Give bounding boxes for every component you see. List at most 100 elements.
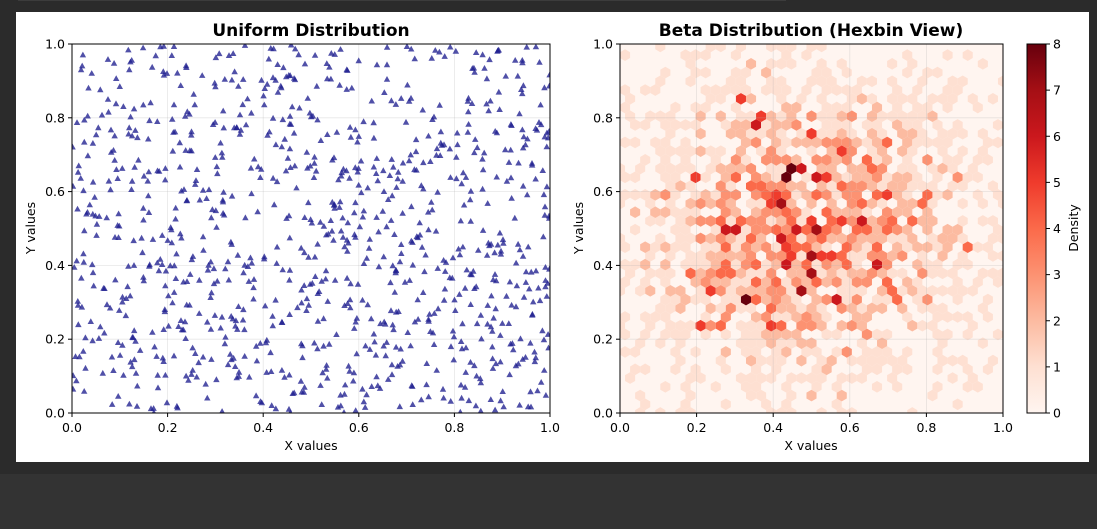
right-x-tick-label: 0.4 <box>763 420 783 435</box>
hexbin-cell <box>952 258 963 271</box>
scatter-point <box>222 333 229 340</box>
hexbin-cell <box>811 66 822 79</box>
hexbin-cell <box>902 171 913 184</box>
scatter-point <box>398 95 405 101</box>
hexbin-cell <box>821 276 832 288</box>
hexbin-cell <box>952 276 963 288</box>
scatter-point <box>288 409 293 413</box>
hexbin-cell <box>821 223 832 236</box>
scatter-point <box>279 116 287 123</box>
scatter-point <box>116 222 123 229</box>
scatter-point <box>262 339 270 346</box>
hexbin-cell <box>962 241 973 253</box>
hexbin-cell <box>887 110 898 123</box>
scatter-point <box>519 57 526 63</box>
scatter-point <box>465 121 472 127</box>
scatter-point <box>199 353 207 360</box>
hexbin-cell <box>745 58 757 70</box>
hexbin-cell <box>821 363 832 376</box>
hexbin-cell <box>841 241 852 253</box>
hexbin-cell <box>685 180 696 192</box>
scatter-point <box>252 392 260 399</box>
scatter-point <box>440 296 448 303</box>
hexbin-cell <box>831 398 842 411</box>
scatter-point <box>189 253 197 259</box>
hexbin-cell <box>932 188 943 201</box>
scatter-point <box>162 176 169 183</box>
hexbin-cell <box>1003 137 1013 149</box>
hexbin-cell <box>640 363 651 376</box>
left-x-tick-label: 1.0 <box>540 420 560 435</box>
scatter-point <box>343 66 350 73</box>
scatter-point <box>181 318 189 325</box>
scatter-point <box>337 402 344 409</box>
scatter-point <box>485 239 492 246</box>
hexbin-cell <box>871 381 883 393</box>
hexbin-cell <box>907 110 918 123</box>
scatter-point <box>472 402 480 409</box>
scatter-point <box>343 86 350 92</box>
hexbin-cell <box>791 241 802 253</box>
scatter-point <box>457 217 464 224</box>
hexbin-cell <box>877 162 888 175</box>
scatter-point <box>380 167 387 174</box>
hexbin-cell <box>942 101 953 114</box>
scatter-point <box>152 52 159 59</box>
scatter-point <box>112 276 119 283</box>
bottom-output-panel <box>0 474 1097 529</box>
scatter-point <box>541 203 549 210</box>
hexbin-cell <box>786 389 797 402</box>
scatter-point <box>139 44 147 51</box>
scatter-point <box>217 324 224 331</box>
scatter-point <box>454 129 461 136</box>
hexbin-cell <box>902 136 913 149</box>
scatter-point <box>526 285 533 292</box>
scatter-point <box>92 131 100 138</box>
scatter-point <box>97 323 104 330</box>
hexbin-cell <box>877 302 888 315</box>
hexbin-cell <box>871 346 883 358</box>
scatter-point <box>499 388 506 394</box>
hexbin-cell <box>756 127 767 140</box>
right-x-tick-label: 0.8 <box>916 420 936 435</box>
hexbin-cell <box>730 49 741 61</box>
left-y-tick-label: 0.2 <box>45 332 65 347</box>
hexbin-cell <box>836 319 847 332</box>
hexbin-cell <box>922 206 933 219</box>
scatter-point <box>86 201 93 208</box>
hexbin-cell <box>877 354 888 367</box>
scatter-point <box>165 322 172 329</box>
scatter-point <box>72 183 77 189</box>
hexbin-cell <box>816 319 827 332</box>
hexbin-cell <box>937 354 948 367</box>
scatter-point <box>247 164 255 171</box>
hexbin-cell <box>846 92 857 105</box>
left-y-tick-label: 0.0 <box>45 406 65 421</box>
scatter-point <box>130 262 138 268</box>
hexbin-cell <box>902 119 913 131</box>
right-y-tick-label: 0.6 <box>593 184 613 199</box>
scatter-point <box>227 238 235 245</box>
scatter-point <box>306 109 314 116</box>
hexbin-cell <box>766 58 777 70</box>
hexbin-cell <box>756 110 767 123</box>
scatter-point <box>491 406 499 413</box>
scatter-point <box>483 75 491 82</box>
scatter-point <box>269 74 277 81</box>
scatter-point <box>478 335 485 342</box>
scatter-point <box>200 247 207 253</box>
hexbin-cell <box>685 58 696 70</box>
hexbin-cell <box>735 215 746 227</box>
scatter-point <box>191 101 198 108</box>
scatter-point <box>140 204 147 211</box>
left-x-tick-label: 0.6 <box>349 420 369 435</box>
scatter-point <box>89 210 96 217</box>
hexbin-cell <box>761 171 772 184</box>
scatter-point <box>368 97 375 104</box>
hexbin-cell <box>917 267 928 280</box>
hexbin-cell <box>761 223 772 236</box>
left-y-tick-label: 0.6 <box>45 184 65 199</box>
hexbin-cell <box>882 154 893 166</box>
hexbin-cell <box>992 136 1003 149</box>
scatter-point <box>85 84 92 91</box>
